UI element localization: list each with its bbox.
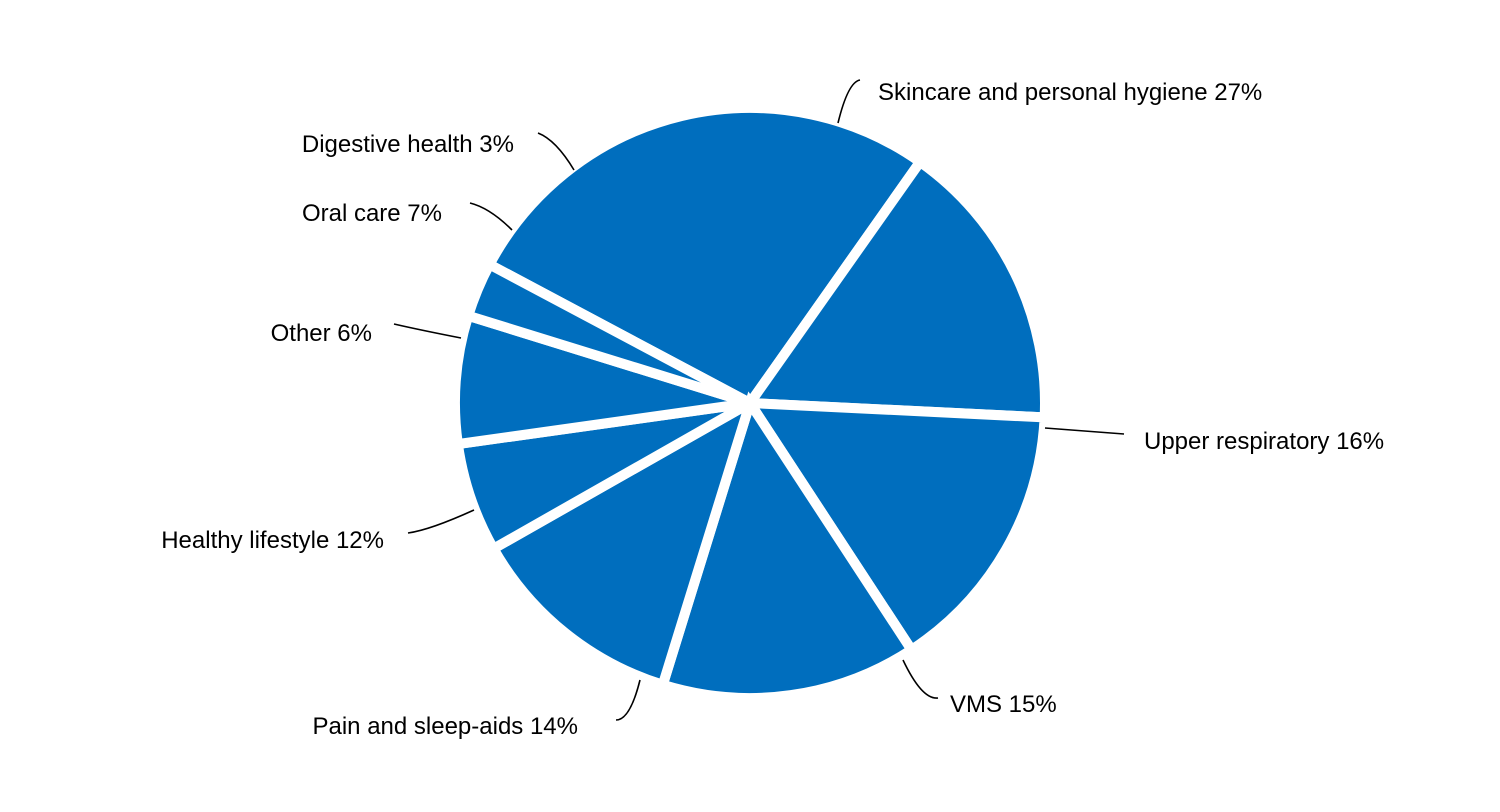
pie-slice — [740, 154, 1051, 423]
slice-label: Skincare and personal hygiene 27% — [878, 79, 1262, 106]
pie-slice — [740, 397, 1050, 657]
slice-label: VMS 15% — [950, 691, 1057, 718]
leader-line — [837, 79, 861, 124]
leader-line — [1044, 427, 1125, 435]
leader-line — [615, 679, 641, 721]
leader-line — [902, 659, 939, 699]
slice-label: Upper respiratory 16% — [1144, 428, 1384, 455]
labels-layer: Skincare and personal hygiene 27% Upper r… — [161, 79, 1384, 740]
pie-slice — [461, 257, 753, 408]
slice-label: Healthy lifestyle 12% — [161, 527, 384, 554]
slice-label: Other 6% — [271, 320, 372, 347]
leader-line — [407, 509, 475, 534]
slice-label: Pain and sleep-aids 14% — [312, 713, 578, 740]
leader-line — [393, 323, 462, 339]
leader-lines-layer — [393, 79, 1125, 721]
leader-line — [537, 132, 575, 171]
slice-label: Oral care 7% — [302, 200, 442, 227]
pie-slice — [656, 391, 919, 703]
slices-layer — [450, 103, 1051, 703]
leader-line — [469, 202, 513, 231]
pie-slice — [486, 392, 759, 692]
slice-label: Digestive health 3% — [302, 131, 514, 158]
pie-slice — [482, 103, 928, 410]
